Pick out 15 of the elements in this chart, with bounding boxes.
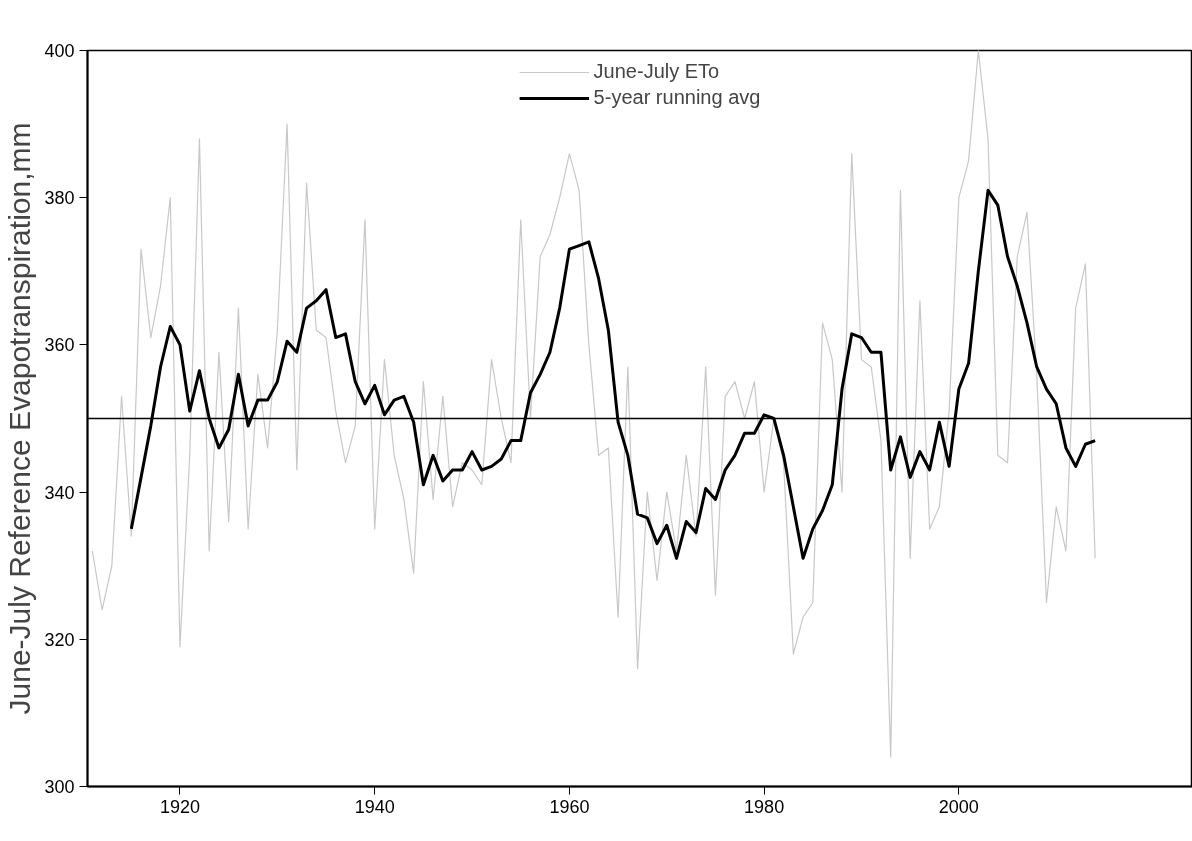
legend-label: 5-year running avg [593, 86, 761, 109]
y-tick-label: 300 [44, 777, 75, 797]
x-tick-label: 1940 [354, 796, 395, 817]
y-axis-title: June-July Reference Evapotranspiration,mm [3, 122, 37, 715]
legend-label: June-July ETo [593, 60, 720, 83]
y-tick-label: 320 [44, 629, 75, 650]
x-tick-label: 2000 [938, 796, 979, 817]
x-tick-label: 1960 [549, 796, 590, 817]
y-tick-label: 340 [44, 482, 75, 503]
x-tick-label: 1980 [744, 796, 785, 817]
y-tick-label: 360 [44, 335, 75, 356]
y-tick-label: 400 [44, 41, 75, 61]
y-tick-label: 380 [44, 188, 75, 209]
x-tick-label: 1920 [159, 796, 201, 817]
line-series [91, 50, 1096, 758]
